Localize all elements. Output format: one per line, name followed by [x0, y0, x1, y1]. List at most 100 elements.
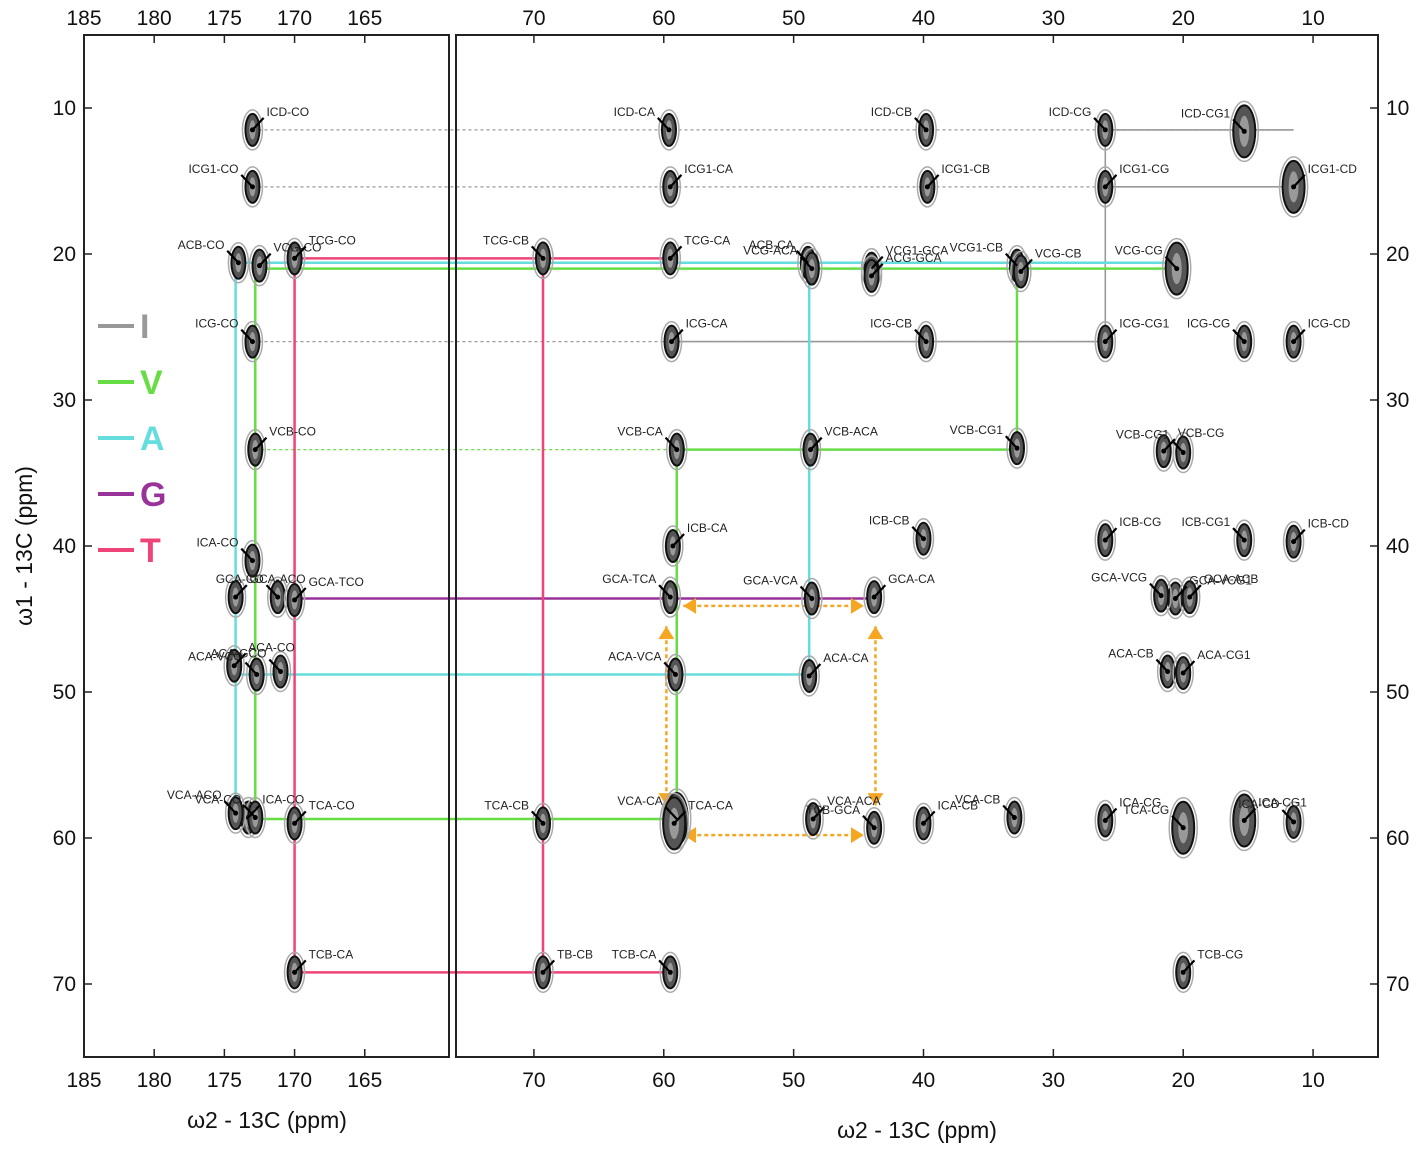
peak-label: ICA-CG: [1119, 795, 1161, 809]
x-axis-right-ticks: 70 70 60 60 50 50 40 40 30 30 20 20 10 10: [522, 7, 1325, 1092]
orange-arrowhead: [850, 827, 864, 844]
peak-contour: [283, 579, 306, 621]
peak-leader: [531, 810, 544, 825]
x-tick-label: 185: [66, 7, 101, 30]
peak-contour: [798, 655, 820, 697]
peak-contour: [241, 109, 264, 151]
peak-contour: [915, 320, 937, 363]
peak-leader: [1232, 328, 1246, 343]
peak-contour: [283, 951, 306, 994]
peak-contour: [662, 525, 684, 567]
peak-contour: [863, 807, 885, 849]
peak-leader: [1020, 258, 1033, 273]
peak-contour: [532, 237, 554, 280]
peak-contour: [1229, 789, 1259, 852]
legend-label: I: [140, 308, 149, 346]
peak-leader: [293, 959, 307, 974]
x-tick-label: 40: [912, 1069, 935, 1092]
peak-label: VCG-CG: [1115, 244, 1163, 258]
peak-contour: [660, 320, 683, 363]
peak-leader: [1104, 527, 1118, 541]
peak-leader: [1104, 174, 1118, 188]
x-axis-label-left: ω2 - 13C (ppm): [187, 1107, 347, 1133]
peak-contour: [1161, 237, 1192, 300]
peak-label: ACA-CA: [823, 651, 868, 665]
peak-leader: [664, 436, 678, 451]
peak-label: TCA-CG: [1123, 803, 1169, 817]
peak-label: ICG-CG1: [1119, 317, 1169, 331]
y-tick-label: 40: [1386, 535, 1409, 558]
peak-label: ICG1-CB: [941, 162, 990, 176]
peak-label: VCG-CO: [273, 241, 321, 255]
peak-label: GCA-VCA: [743, 574, 798, 588]
peak-label: VCB-CG1: [1116, 428, 1170, 442]
peak-label: GCA-VCG: [1091, 571, 1147, 585]
peak-leader: [1093, 117, 1107, 131]
peak-label: TCA-CA: [688, 798, 733, 812]
peak-label: ICD-CO: [266, 105, 309, 119]
peak-leader: [1232, 527, 1246, 541]
peak-leader: [1182, 660, 1196, 674]
peak-contour: [659, 576, 682, 618]
peak-contour: [1282, 801, 1305, 843]
peak-label: ICB-CA: [687, 521, 728, 535]
peak-leader: [244, 661, 258, 676]
peak-label: ACA-GCO: [211, 647, 267, 661]
peak-leader: [808, 663, 822, 677]
peak-leader: [293, 810, 307, 825]
peak-contour: [248, 244, 271, 287]
peak-label: VCB-CG: [1178, 426, 1225, 440]
x-tick-label: 20: [1172, 1069, 1195, 1092]
y-tick-label: 30: [1386, 389, 1409, 412]
peak-contour: [801, 247, 823, 290]
peak-label: ICG-CA: [686, 317, 728, 331]
peak-leader: [870, 255, 884, 270]
peak-label: GCA-VCG1: [1189, 574, 1252, 588]
peak-contour: [915, 109, 937, 151]
y-tick-label: 50: [53, 681, 76, 704]
peak-label: ICD-CA: [614, 105, 655, 119]
x-tick-label: 175: [207, 7, 242, 30]
peak-contour: [244, 428, 267, 471]
peak-label: ICG-CO: [195, 317, 238, 331]
peak-leader: [293, 245, 307, 260]
peak-leader: [1182, 959, 1196, 974]
legend-label: T: [140, 532, 161, 570]
peak-leader: [873, 584, 887, 598]
peak-contour: [659, 951, 682, 994]
peak-contour: [269, 650, 292, 693]
peak-leader: [293, 587, 307, 601]
x-tick-label: 70: [522, 7, 545, 30]
peak-label: TCB-GCA: [806, 803, 860, 817]
peak-label: TCG-CB: [483, 233, 529, 247]
peak-contour: [659, 792, 689, 855]
peak-label: ACB-CO: [178, 238, 225, 252]
peak-label: TCB-CA: [612, 947, 657, 961]
orange-arrowhead: [683, 597, 697, 614]
peak-contour: [664, 653, 687, 696]
peak-contour: [659, 166, 682, 208]
peak-label: VCA-CO: [195, 793, 242, 807]
x-tick-label: 165: [347, 7, 382, 30]
peak-label: ACG-GCA: [886, 251, 942, 265]
y-tick-label: 30: [53, 389, 76, 412]
peak-contour: [1010, 250, 1032, 293]
x-tick-label: 180: [137, 7, 172, 30]
y-tick-label: 20: [53, 243, 76, 266]
peak-leader: [1292, 174, 1306, 188]
left-panel-frame: [83, 34, 450, 1058]
peak-leader: [1232, 118, 1246, 133]
peak-label: GCA-ACO: [250, 572, 306, 586]
x-tick-label: 70: [522, 1069, 545, 1092]
x-tick-label: 40: [912, 7, 935, 30]
peak-contour: [245, 653, 268, 696]
orange-arrowhead: [683, 827, 697, 844]
peak-contour: [223, 644, 245, 687]
peak-contour: [1172, 951, 1194, 994]
peak-contour: [1094, 109, 1117, 151]
peak-label: VCB-ACA: [825, 425, 878, 439]
peak-leader: [914, 328, 927, 343]
peak-label: ACA-CG1: [1197, 648, 1251, 662]
peak-contour: [658, 109, 680, 151]
x-tick-label: 165: [347, 1069, 382, 1092]
